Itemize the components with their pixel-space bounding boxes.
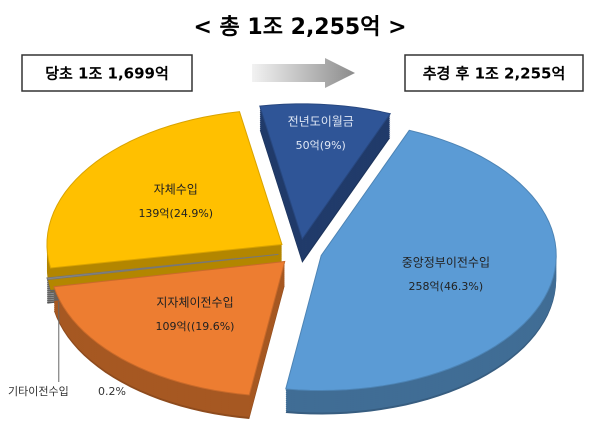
slice-label: 기타이전수입 [8, 385, 69, 398]
slice [46, 253, 279, 281]
value-label: 0.2% [98, 385, 126, 398]
value-label: 258억(46.3%) [409, 280, 484, 293]
arrow [252, 58, 355, 88]
slice [46, 111, 283, 269]
annotation: 추경 후 1조 2,255억 [423, 65, 566, 83]
slice [53, 260, 286, 396]
slice-label: 중앙정부이전수입 [402, 256, 490, 270]
slice [285, 129, 557, 391]
value-label: 139억(24.9%) [138, 207, 213, 220]
slice-label: 지자체이전수입 [156, 295, 233, 309]
chart-title: < 총 1조 2,255억 > [193, 15, 406, 40]
slice-label: 자체수입 [154, 183, 198, 197]
slice [259, 103, 392, 240]
annotation-box [404, 54, 584, 92]
annotation-box [21, 54, 193, 92]
slice-label: 전년도이월금 [288, 115, 354, 129]
value-label: 109억((19.6%) [156, 320, 235, 333]
pie [46, 103, 557, 419]
value-label: 50억(9%) [296, 139, 346, 152]
annotation: 당초 1조 1,699억 [45, 65, 169, 83]
